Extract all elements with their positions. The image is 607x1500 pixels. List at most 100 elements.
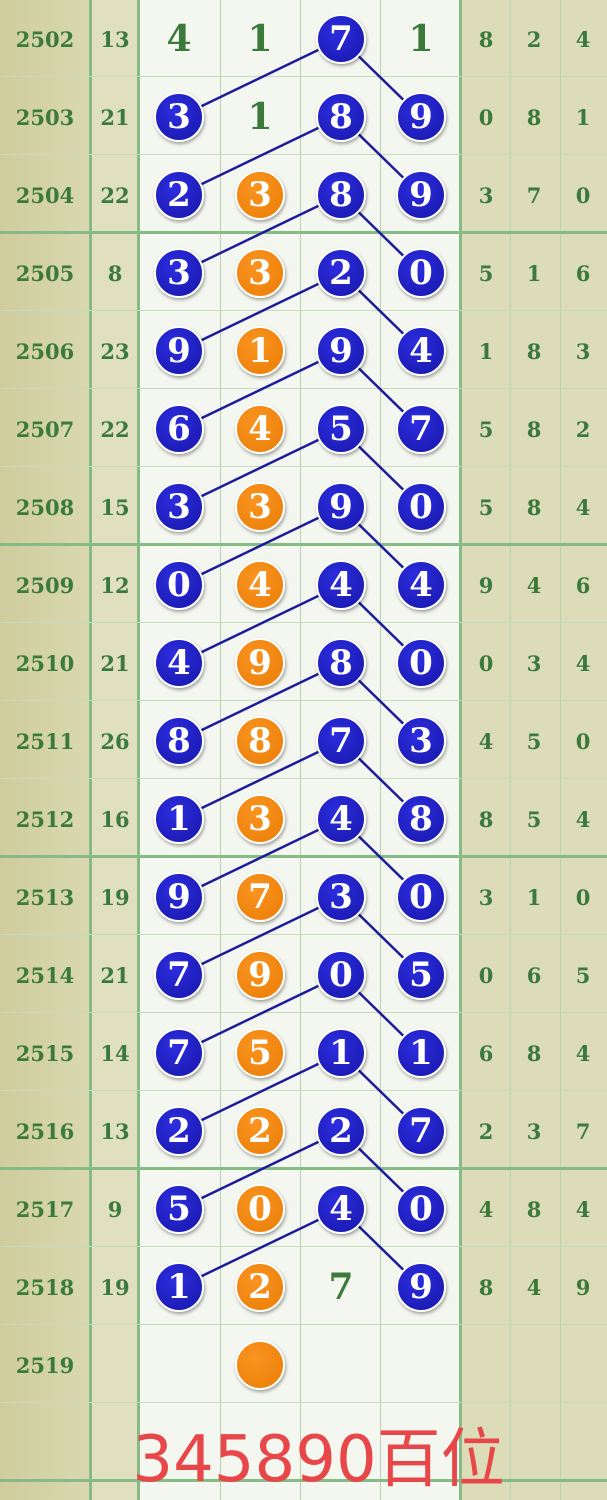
period-cell: 2505 (15, 260, 75, 286)
grid-hline (0, 778, 607, 779)
extra-cell: 5 (478, 416, 494, 442)
blue-ball: 4 (316, 560, 366, 610)
grid-hline (0, 1167, 607, 1170)
extra-cell: 4 (575, 806, 591, 832)
trend-line (178, 895, 342, 977)
orange-ball: 3 (235, 482, 285, 532)
orange-ball: 7 (235, 872, 285, 922)
extra-cell: 3 (575, 338, 591, 364)
blue-ball: 8 (396, 794, 446, 844)
blue-ball: 3 (316, 872, 366, 922)
blue-ball: 4 (154, 638, 204, 688)
blue-ball: 1 (154, 794, 204, 844)
blue-ball: 8 (154, 716, 204, 766)
extra-cell: 2 (526, 26, 542, 52)
trend-line (178, 271, 342, 353)
orange-ball: 3 (235, 170, 285, 220)
grid-hline (0, 855, 607, 858)
blue-ball: 0 (316, 950, 366, 1000)
orange-ball: 3 (235, 794, 285, 844)
trend-line (178, 973, 342, 1055)
blue-ball: 7 (316, 14, 366, 64)
extra-cell: 6 (575, 572, 591, 598)
grid-vline (380, 0, 381, 1500)
extra-cell: 8 (526, 104, 542, 130)
extra-cell: 4 (526, 572, 542, 598)
sum-cell: 14 (100, 1040, 130, 1066)
blue-ball: 3 (154, 92, 204, 142)
blue-ball: 0 (396, 248, 446, 298)
blue-ball: 8 (316, 638, 366, 688)
period-cell: 2514 (15, 962, 75, 988)
blue-ball: 3 (154, 248, 204, 298)
grid-hline (0, 388, 607, 389)
blue-ball: 7 (396, 404, 446, 454)
sum-cell: 9 (107, 1196, 123, 1222)
digit-cell: 1 (247, 96, 273, 138)
sum-cell: 8 (107, 260, 123, 286)
period-cell: 2509 (15, 572, 75, 598)
blue-ball: 0 (154, 560, 204, 610)
trend-line (178, 1207, 342, 1289)
extra-cell: 5 (526, 728, 542, 754)
trend-line (178, 37, 342, 119)
trend-line (178, 817, 342, 899)
sum-cell: 15 (100, 494, 130, 520)
orange-ball: 9 (235, 638, 285, 688)
extra-cell: 7 (575, 1118, 591, 1144)
grid-hline (0, 1090, 607, 1091)
sum-cell (80, 1335, 150, 1395)
extra-cell: 5 (575, 962, 591, 988)
blue-ball: 5 (316, 404, 366, 454)
extra-cell: 0 (478, 104, 494, 130)
period-cell: 2502 (15, 26, 75, 52)
orange-ball: 3 (235, 248, 285, 298)
blue-ball: 5 (154, 1184, 204, 1234)
extra-cell: 0 (575, 728, 591, 754)
extra-cell (548, 1335, 607, 1395)
blue-ball: 6 (154, 404, 204, 454)
extra-cell: 1 (526, 260, 542, 286)
blue-ball: 3 (396, 716, 446, 766)
orange-ball: 1 (235, 326, 285, 376)
extra-cell: 4 (575, 26, 591, 52)
extra-cell: 7 (526, 182, 542, 208)
extra-cell: 4 (575, 494, 591, 520)
period-cell: 2504 (15, 182, 75, 208)
period-cell: 2506 (15, 338, 75, 364)
extra-cell: 0 (478, 650, 494, 676)
extra-cell: 5 (478, 260, 494, 286)
extra-cell: 2 (575, 416, 591, 442)
blue-ball: 0 (396, 872, 446, 922)
blue-ball: 4 (396, 560, 446, 610)
extra-cell: 4 (526, 1274, 542, 1300)
sum-cell: 23 (100, 338, 130, 364)
extra-cell: 2 (478, 1118, 494, 1144)
trend-line (178, 1129, 342, 1211)
trend-line (178, 193, 342, 275)
grid-vline (510, 0, 511, 1500)
period-cell: 2513 (15, 884, 75, 910)
extra-cell: 1 (478, 338, 494, 364)
blue-ball: 9 (154, 872, 204, 922)
trend-line (178, 427, 342, 509)
digit-cell: 1 (247, 18, 273, 60)
period-cell: 2511 (15, 728, 75, 754)
period-cell: 2515 (15, 1040, 75, 1066)
blue-ball: 0 (396, 482, 446, 532)
blue-ball: 7 (316, 716, 366, 766)
extra-cell: 0 (478, 962, 494, 988)
grid-hline (0, 466, 607, 467)
extra-cell: 8 (526, 416, 542, 442)
blue-ball: 1 (316, 1028, 366, 1078)
orange-ball: 9 (235, 950, 285, 1000)
extra-cell: 9 (478, 572, 494, 598)
blue-ball: 8 (316, 92, 366, 142)
sum-column-bg (90, 0, 138, 1500)
digit-cell: 4 (166, 18, 192, 60)
period-cell: 2512 (15, 806, 75, 832)
blue-ball: 9 (154, 326, 204, 376)
sum-cell: 13 (100, 26, 130, 52)
blue-ball: 5 (396, 950, 446, 1000)
extra-cell: 6 (575, 260, 591, 286)
